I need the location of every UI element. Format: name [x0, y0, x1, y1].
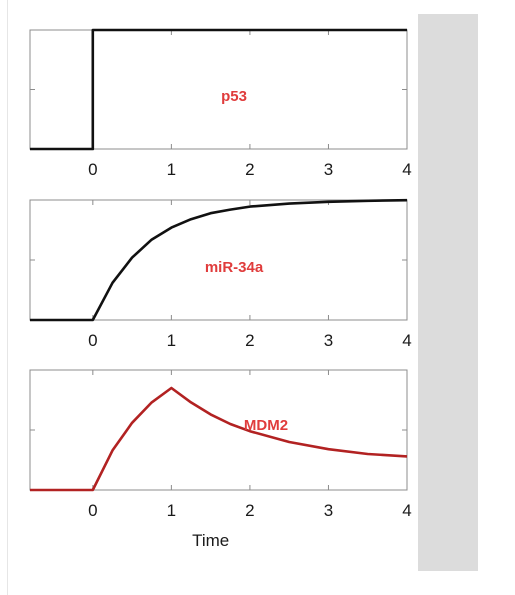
panel-frame-1: [30, 30, 407, 149]
x-tick-label: 1: [167, 331, 176, 350]
x-tick-label: 3: [324, 160, 333, 179]
x-tick-label: 4: [402, 331, 411, 350]
x-tick-label: 4: [402, 501, 411, 520]
x-tick-label: 1: [167, 501, 176, 520]
x-tick-label: 0: [88, 160, 97, 179]
x-tick-label: 2: [245, 501, 254, 520]
x-tick-label: 2: [245, 331, 254, 350]
x-tick-label: 0: [88, 501, 97, 520]
x-tick-label: 3: [324, 331, 333, 350]
x-tick-label: 1: [167, 160, 176, 179]
series-label-mir-34a: miR-34a: [205, 259, 264, 276]
x-tick-label: 3: [324, 501, 333, 520]
x-axis-title: Time: [192, 531, 229, 550]
x-tick-label: 4: [402, 160, 411, 179]
series-label-p53: p53: [221, 88, 247, 105]
series-line-p53: [30, 30, 407, 149]
x-tick-label: 2: [245, 160, 254, 179]
panel-frame-3: [30, 370, 407, 490]
series-line-mdm2: [30, 388, 407, 490]
series-label-mdm2: MDM2: [244, 417, 288, 434]
x-tick-label: 0: [88, 331, 97, 350]
